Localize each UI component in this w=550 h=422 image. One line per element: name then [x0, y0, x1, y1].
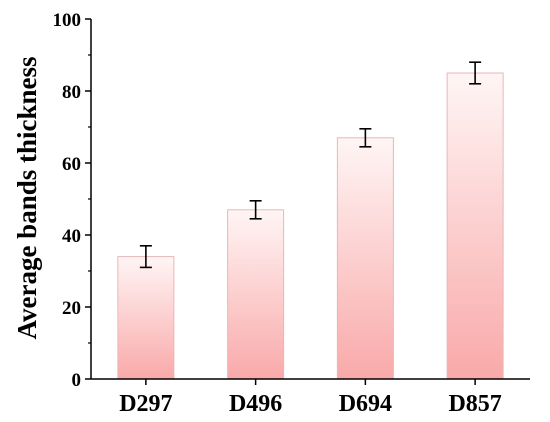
- x-tick-label-d297: D297: [119, 391, 172, 417]
- labels-layer: D297 D496 D694 D857 0 20 40 60 80 100: [53, 10, 502, 417]
- y-tick-label-80: 80: [62, 82, 81, 103]
- error-bar-d694: [359, 128, 372, 148]
- error-bar-d297: [139, 245, 152, 269]
- y-tick-label-40: 40: [62, 226, 81, 247]
- x-tick-label-d857: D857: [448, 391, 501, 417]
- x-tick-label-d694: D694: [339, 391, 392, 417]
- bars-layer: [117, 72, 504, 380]
- bar-d496: [227, 209, 285, 380]
- error-bars-layer: [139, 61, 482, 269]
- bar-d297: [117, 256, 175, 380]
- x-tick-label-d496: D496: [229, 391, 282, 417]
- axes-layer: [85, 18, 530, 385]
- error-bar-d496: [249, 200, 262, 220]
- bar-d694: [336, 137, 394, 380]
- error-bar-d857: [469, 61, 482, 85]
- y-tick-label-60: 60: [62, 154, 81, 175]
- bar-d857: [446, 72, 504, 380]
- y-axis-title: Average bands thickness: [12, 56, 42, 339]
- y-tick-label-100: 100: [53, 10, 82, 31]
- y-tick-label-20: 20: [62, 298, 81, 319]
- y-tick-label-0: 0: [72, 370, 82, 391]
